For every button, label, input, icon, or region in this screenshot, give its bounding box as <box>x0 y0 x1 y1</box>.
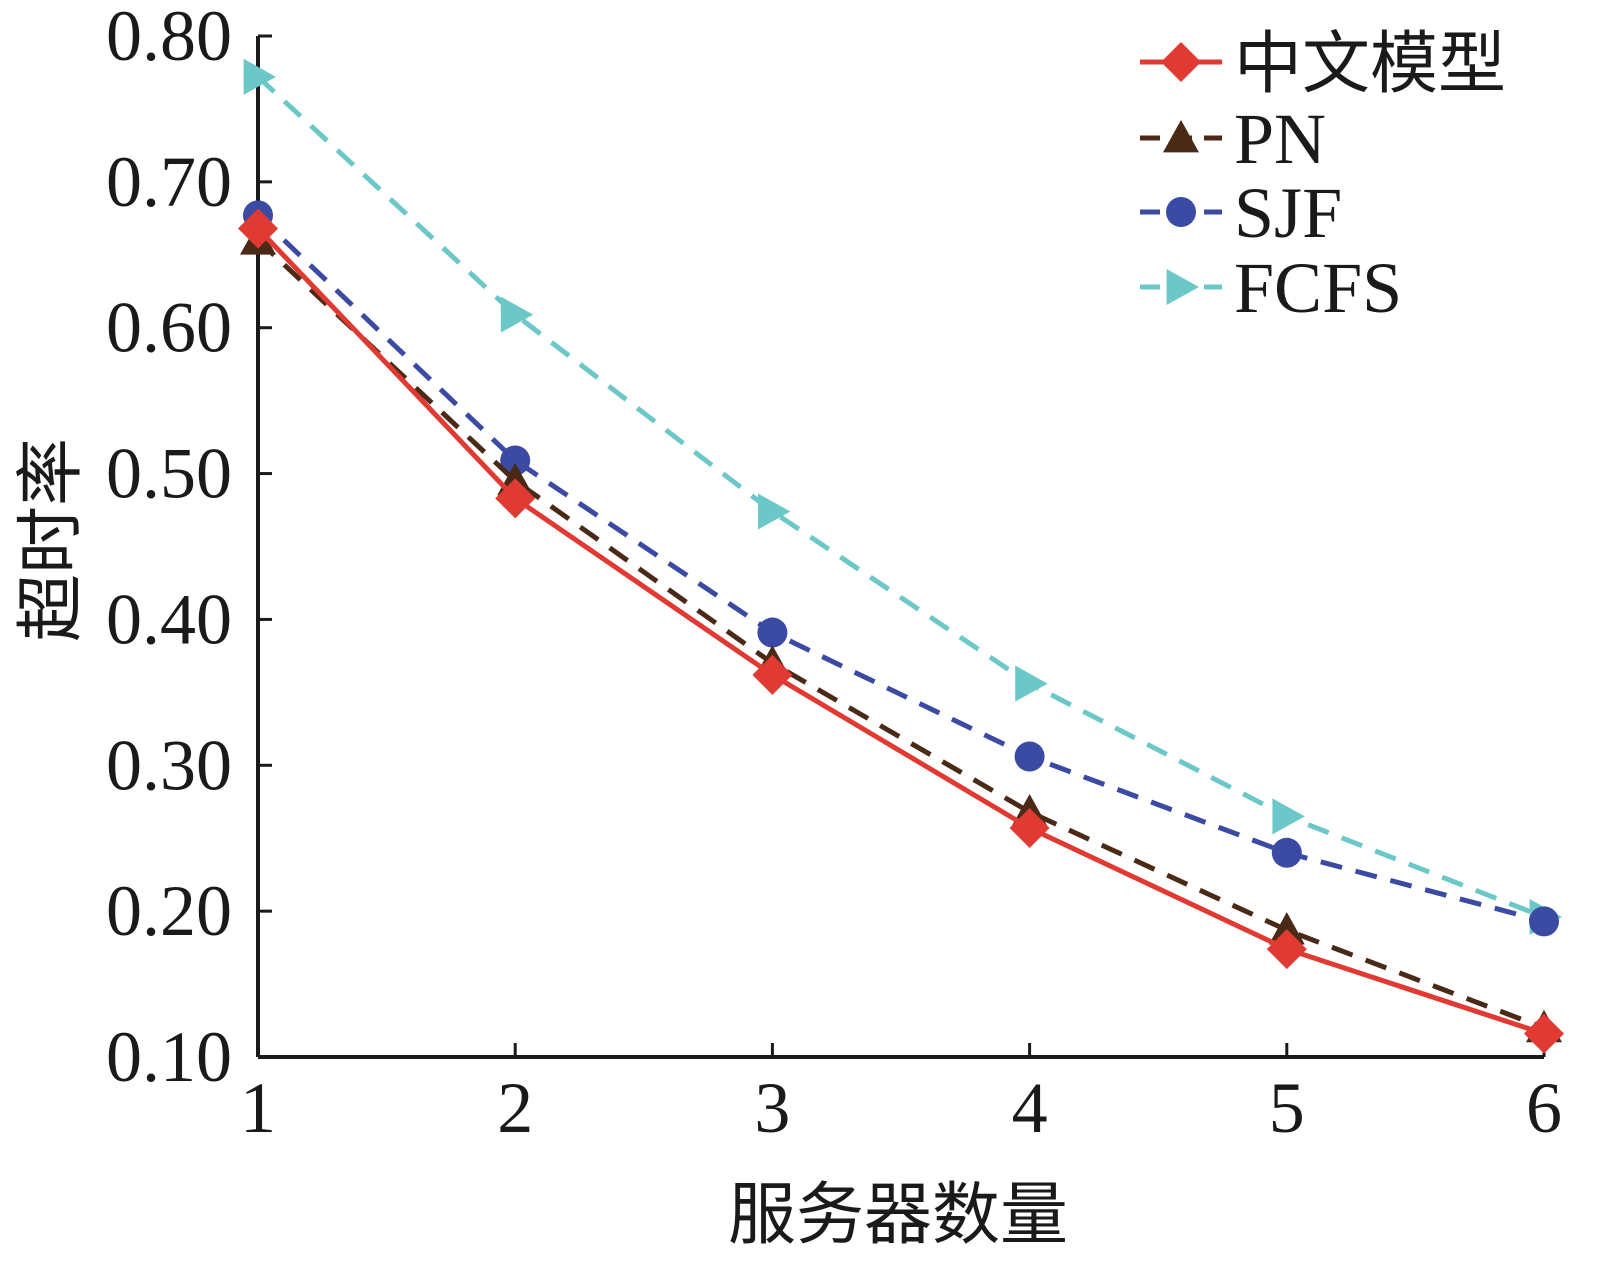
data-point <box>1009 808 1050 849</box>
data-point <box>1524 1013 1564 1054</box>
axes <box>256 36 1544 1059</box>
x-tick-label: 5 <box>1269 1068 1305 1148</box>
series-FCFS <box>243 58 1562 935</box>
data-point <box>1272 798 1305 835</box>
data-point <box>500 445 531 476</box>
data-point <box>500 296 534 333</box>
x-tick-label: 1 <box>240 1068 276 1148</box>
series-group <box>238 58 1564 1054</box>
x-tick-label: 6 <box>1526 1068 1562 1148</box>
y-axis-ticks: 0.10 0.20 0.30 0.40 0.50 0.60 0.70 0.80 <box>106 0 272 1097</box>
legend-item: SJF <box>1140 173 1342 253</box>
series-PN <box>240 222 1562 1043</box>
data-point <box>1015 665 1048 702</box>
data-point <box>238 208 278 249</box>
x-tick-label: 4 <box>1012 1068 1048 1148</box>
legend-item: 中文模型 <box>1140 25 1506 104</box>
x-axis-ticks: 1 2 3 4 5 6 <box>240 1043 1562 1148</box>
data-point <box>757 617 788 648</box>
legend-label: 中文模型 <box>1234 25 1506 104</box>
y-axis-title: 超时率 <box>12 438 91 642</box>
data-point <box>1014 741 1045 772</box>
legend-item: PN <box>1140 99 1326 179</box>
series-line <box>256 75 1545 920</box>
series-中文模型 <box>238 208 1564 1054</box>
data-point <box>1271 837 1302 868</box>
y-tick-label: 0.50 <box>106 434 232 514</box>
y-tick-label: 0.70 <box>106 142 232 222</box>
legend-label: PN <box>1234 99 1326 179</box>
y-tick-label: 0.60 <box>106 288 232 368</box>
y-tick-label: 0.80 <box>106 0 232 76</box>
legend-item: FCFS <box>1140 248 1402 328</box>
data-point <box>752 654 793 695</box>
data-point <box>1266 929 1307 970</box>
data-point <box>1268 912 1305 945</box>
legend-marker <box>1166 269 1199 305</box>
legend-marker <box>1163 120 1199 153</box>
legend-marker <box>1161 42 1201 82</box>
x-tick-label: 3 <box>754 1068 790 1148</box>
series-line <box>256 213 1545 924</box>
y-tick-label: 0.10 <box>106 1017 232 1097</box>
y-tick-label: 0.40 <box>106 579 232 659</box>
legend-marker <box>1166 197 1196 227</box>
legend-label: SJF <box>1234 173 1342 253</box>
y-tick-label: 0.30 <box>106 725 232 805</box>
x-tick-label: 2 <box>497 1068 533 1148</box>
y-tick-label: 0.20 <box>106 871 232 951</box>
data-point <box>495 478 536 519</box>
data-point <box>243 58 276 95</box>
series-line <box>256 226 1545 1037</box>
series-line <box>256 238 1545 1031</box>
data-point <box>1529 906 1559 937</box>
series-SJF <box>243 200 1559 937</box>
legend-label: FCFS <box>1234 248 1402 328</box>
data-point <box>758 493 791 530</box>
x-axis-title: 服务器数量 <box>728 1176 1068 1255</box>
